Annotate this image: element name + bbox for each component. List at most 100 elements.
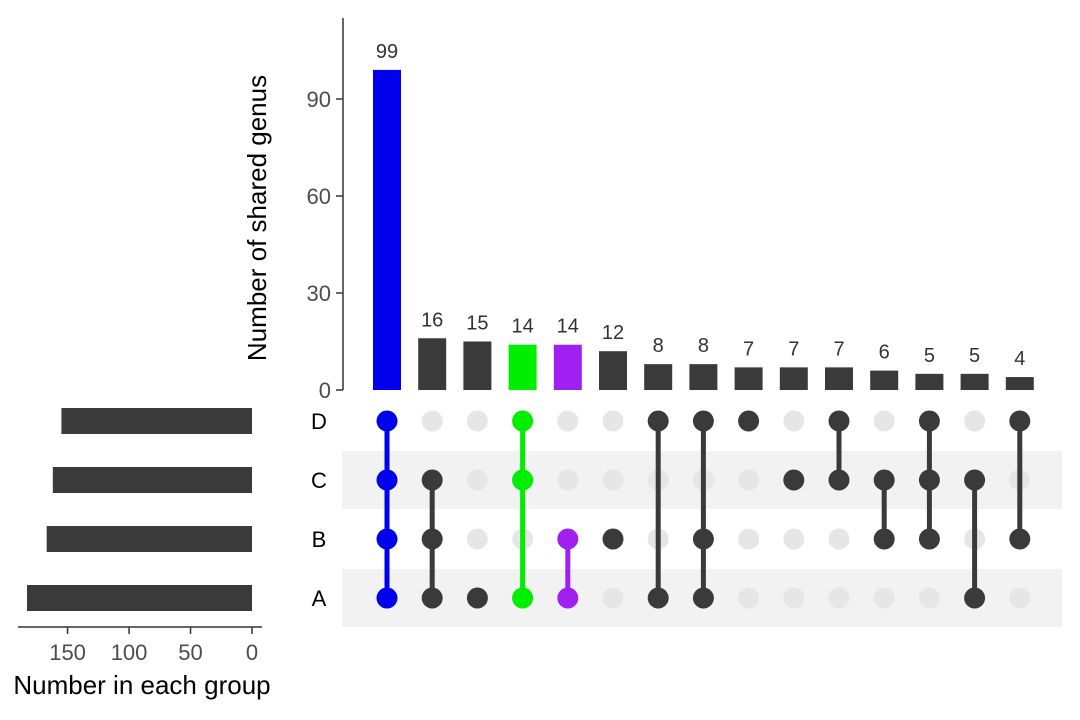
matrix-dot-filled — [376, 587, 398, 609]
intersection-axis-tick-label: 60 — [307, 184, 331, 209]
intersection-bar — [553, 344, 582, 390]
matrix-dot-filled — [738, 410, 760, 432]
intersection-bar-label: 7 — [743, 338, 754, 360]
matrix-dot-empty — [828, 587, 850, 609]
intersection-bar-label: 15 — [466, 313, 488, 335]
set-label: A — [312, 586, 327, 611]
set-label: C — [311, 468, 327, 493]
set-size-bar — [52, 467, 252, 493]
set-size-bar — [61, 408, 252, 434]
matrix-dot-filled — [692, 528, 714, 550]
intersection-bar — [689, 364, 718, 390]
intersection-bar-label: 4 — [1014, 348, 1025, 370]
intersection-bar — [825, 367, 853, 390]
intersection-bar-label: 14 — [511, 316, 533, 338]
matrix-dot-filled — [828, 469, 850, 491]
matrix-dot-filled — [376, 410, 398, 432]
matrix-dot-empty — [918, 587, 940, 609]
intersection-bar-label: 5 — [924, 345, 935, 367]
intersection-axis-tick-label: 30 — [307, 281, 331, 306]
set-size-bars — [27, 408, 252, 611]
intersection-bar — [508, 344, 537, 390]
intersection-bar-label: 7 — [788, 338, 799, 360]
matrix-dot-filled — [964, 587, 986, 609]
matrix-dot-filled — [512, 410, 534, 432]
intersection-bar — [599, 351, 627, 390]
matrix-dot-filled — [557, 528, 579, 550]
intersection-bar — [734, 367, 763, 390]
matrix-dot-filled — [421, 528, 443, 550]
intersection-axis-tick-label: 90 — [307, 87, 331, 112]
intersection-bar-label: 14 — [557, 316, 579, 338]
matrix-dot-empty — [828, 528, 850, 550]
matrix-dot-filled — [964, 469, 986, 491]
matrix-dot-filled — [1009, 528, 1031, 550]
intersection-bars: 99 16 15 14 14 12 8 8 7 7 7 6 5 5 4 — [373, 41, 1034, 391]
matrix-dot-empty — [738, 528, 760, 550]
matrix-dot-filled — [873, 528, 895, 550]
intersection-bar — [418, 338, 447, 390]
matrix-dot-empty — [602, 587, 624, 609]
intersection-bar — [1005, 377, 1034, 390]
matrix-dot-empty — [738, 469, 760, 491]
matrix-dot-filled — [647, 410, 669, 432]
matrix-dot-filled — [647, 587, 669, 609]
matrix-dot-filled — [557, 587, 579, 609]
set-size-bar — [27, 585, 252, 611]
intersection-axis-title: Number of shared genus — [242, 75, 272, 361]
matrix-dot-empty — [602, 410, 624, 432]
set-size-bar — [46, 526, 252, 552]
intersection-size-axis: Number of shared genus 0 30 60 90 — [242, 18, 344, 403]
intersection-bar — [463, 341, 492, 390]
intersection-bar — [960, 373, 989, 390]
matrix-dot-filled — [512, 587, 534, 609]
matrix-dot-filled — [466, 587, 488, 609]
matrix-dot-empty — [421, 410, 443, 432]
matrix-dot-filled — [828, 410, 850, 432]
matrix-dot-empty — [466, 469, 488, 491]
set-size-axis-tick-label: 50 — [178, 640, 202, 665]
intersection-matrix — [376, 410, 1031, 609]
matrix-dot-empty — [873, 410, 895, 432]
matrix-dot-filled — [873, 469, 895, 491]
matrix-dot-filled — [376, 528, 398, 550]
matrix-dot-empty — [964, 410, 986, 432]
set-size-axis: Number in each group 150 100 50 0 — [13, 626, 271, 700]
matrix-dot-filled — [512, 469, 534, 491]
set-label: B — [312, 527, 327, 552]
matrix-dot-filled — [918, 469, 940, 491]
set-label: D — [311, 409, 327, 434]
set-size-axis-tick-label: 0 — [246, 640, 258, 665]
matrix-dot-filled — [918, 410, 940, 432]
intersection-bar-label: 7 — [833, 338, 844, 360]
intersection-bar-label: 8 — [698, 335, 709, 357]
intersection-bar-label: 8 — [653, 335, 664, 357]
matrix-dot-filled — [692, 410, 714, 432]
intersection-bar-label: 5 — [969, 345, 980, 367]
set-size-axis-title: Number in each group — [13, 670, 270, 700]
matrix-dot-empty — [783, 410, 805, 432]
set-size-axis-tick-label: 150 — [49, 640, 86, 665]
intersection-bar — [373, 69, 401, 391]
set-labels: D C B A — [311, 409, 327, 611]
matrix-dot-empty — [783, 587, 805, 609]
matrix-dot-filled — [783, 469, 805, 491]
intersection-bar-label: 99 — [376, 41, 398, 63]
matrix-dot-filled — [692, 587, 714, 609]
matrix-dot-empty — [873, 587, 895, 609]
matrix-dot-empty — [466, 528, 488, 550]
matrix-dot-empty — [557, 410, 579, 432]
matrix-dot-filled — [376, 469, 398, 491]
matrix-dot-empty — [557, 469, 579, 491]
intersection-axis-tick-label: 0 — [319, 378, 331, 403]
matrix-dot-empty — [783, 528, 805, 550]
matrix-dot-filled — [1009, 410, 1031, 432]
intersection-bar — [779, 367, 808, 390]
matrix-dot-empty — [738, 587, 760, 609]
matrix-dot-filled — [421, 469, 443, 491]
intersection-bar-label: 12 — [602, 322, 624, 344]
intersection-bar-label: 6 — [879, 342, 890, 364]
matrix-dot-empty — [466, 410, 488, 432]
matrix-dot-empty — [1009, 587, 1031, 609]
